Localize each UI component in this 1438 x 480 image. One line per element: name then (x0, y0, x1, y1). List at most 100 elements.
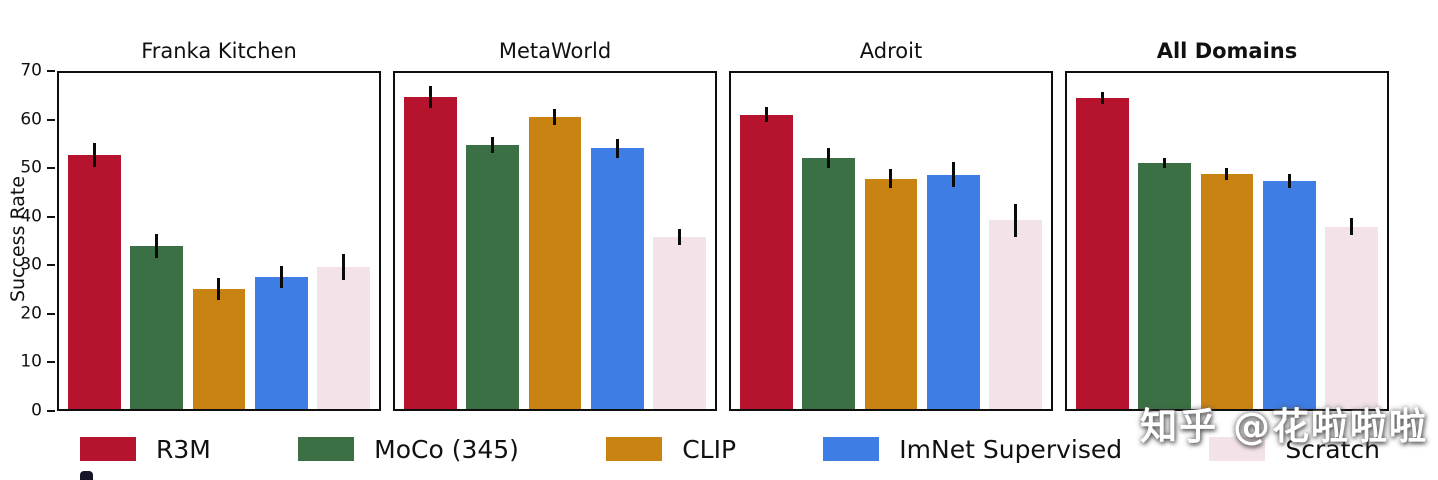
error-bar-clip (553, 109, 557, 125)
panel-metaworld: MetaWorld (393, 30, 717, 411)
y-tick-label-0: 0 (31, 400, 42, 421)
error-bar-scratch (341, 254, 345, 281)
bar-slot-moco-345 (466, 73, 520, 409)
legend-item-imnet-supervised: ImNet Supervised (823, 435, 1122, 464)
legend-item-scratch: Scratch (1209, 435, 1380, 464)
error-bar-r3m (429, 86, 433, 108)
error-bar-scratch (677, 229, 681, 245)
error-bar-moco-345 (155, 233, 159, 258)
error-bar-clip (889, 169, 893, 189)
panel-title-adroit: Adroit (859, 38, 923, 63)
watermark: 知乎 @花啦啦啦 (1140, 405, 1428, 448)
y-tick-mark (47, 410, 55, 412)
bar-slot-scratch (1324, 73, 1378, 409)
panel-plot-all-domains (1065, 71, 1389, 411)
bar-moco-345 (802, 157, 856, 409)
bar-slot-clip (1200, 73, 1254, 409)
y-tick-mark (47, 70, 55, 72)
y-tick-label-20: 20 (20, 303, 42, 324)
legend-swatch-clip (606, 437, 663, 461)
y-tick-label-40: 40 (20, 206, 42, 227)
legend-swatch-r3m (80, 437, 136, 461)
error-bar-imnet-supervised (1287, 173, 1291, 189)
bar-scratch (652, 237, 706, 409)
panel-adroit: Adroit (729, 30, 1053, 411)
panel-title-metaworld: MetaWorld (498, 38, 612, 63)
bar-slot-r3m (740, 73, 794, 409)
bar-slot-r3m (1076, 73, 1130, 409)
legend: R3M MoCo (345) CLIP ImNet Supervised Scratch (0, 424, 1438, 474)
bar-slot-clip (192, 73, 246, 409)
legend-label-r3m: R3M (156, 434, 211, 464)
panel-plot-metaworld (393, 71, 717, 411)
panel-plot-adroit (729, 71, 1053, 411)
y-tick-mark (47, 215, 55, 218)
y-axis-ticks: 0 10 20 30 40 50 60 70 (0, 62, 55, 419)
bar-imnet-supervised (590, 148, 644, 409)
bar-slot-clip (528, 73, 582, 409)
bar-slot-clip (864, 73, 918, 409)
bar-slot-scratch (652, 73, 706, 409)
legend-label-imnet-supervised: ImNet Supervised (899, 434, 1123, 464)
error-bar-moco-345 (491, 137, 495, 153)
y-tick-mark (47, 264, 55, 267)
y-tick-mark (47, 361, 55, 364)
y-tick-label-10: 10 (20, 351, 42, 372)
bar-r3m (68, 154, 122, 409)
panel-franka-kitchen: Franka Kitchen (57, 30, 381, 411)
error-bar-imnet-supervised (279, 265, 283, 289)
error-bar-r3m (765, 107, 769, 123)
legend-label-moco-345: MoCo (345) (374, 434, 519, 464)
legend-label-scratch: Scratch (1285, 434, 1380, 464)
error-bar-scratch (1349, 218, 1353, 235)
y-tick-label-30: 30 (20, 254, 42, 275)
error-bar-scratch (1013, 203, 1017, 238)
bar-r3m (1076, 97, 1130, 409)
legend-swatch-moco-345 (298, 437, 355, 461)
bar-imnet-supervised (926, 174, 980, 409)
bar-slot-scratch (316, 73, 370, 409)
bar-clip (528, 117, 582, 409)
bar-clip (1200, 173, 1254, 409)
y-tick-label-60: 60 (20, 109, 42, 130)
error-bar-moco-345 (1163, 157, 1167, 169)
legend-label-clip: CLIP (682, 434, 737, 464)
legend-item-r3m: R3M (80, 435, 211, 464)
bar-scratch (316, 267, 370, 409)
bar-scratch (1324, 226, 1378, 409)
chart-panels: Franka Kitchen MetaWorld Adroit All Domains (57, 30, 1389, 411)
panel-plot-franka-kitchen (57, 71, 381, 411)
bar-moco-345 (1138, 162, 1192, 409)
error-bar-moco-345 (827, 148, 831, 168)
bar-slot-moco-345 (802, 73, 856, 409)
error-bar-clip (217, 278, 221, 300)
bar-r3m (740, 114, 794, 409)
bar-moco-345 (466, 145, 520, 409)
bar-slot-imnet-supervised (1262, 73, 1316, 409)
bar-slot-moco-345 (130, 73, 184, 409)
panel-title-franka-kitchen: Franka Kitchen (141, 38, 297, 63)
error-bar-imnet-supervised (951, 162, 955, 188)
panel-title-all-domains: All Domains (1156, 38, 1298, 63)
y-tick-label-70: 70 (20, 60, 42, 81)
bar-slot-imnet-supervised (254, 73, 308, 409)
y-tick-label-50: 50 (20, 157, 42, 178)
error-bar-clip (1225, 168, 1229, 180)
error-bar-r3m (1101, 92, 1105, 104)
legend-item-clip: CLIP (606, 435, 736, 464)
bar-slot-r3m (404, 73, 458, 409)
y-tick-mark (47, 312, 55, 315)
bar-slot-imnet-supervised (926, 73, 980, 409)
legend-item-moco-345: MoCo (345) (298, 435, 519, 464)
bar-clip (864, 178, 918, 409)
cropped-text-artifact (80, 471, 93, 480)
bar-moco-345 (130, 245, 184, 409)
bar-imnet-supervised (254, 277, 308, 409)
panel-all-domains: All Domains (1065, 30, 1389, 411)
bar-r3m (404, 97, 458, 409)
bar-slot-scratch (988, 73, 1042, 409)
error-bar-imnet-supervised (615, 138, 619, 158)
bar-slot-moco-345 (1138, 73, 1192, 409)
bar-slot-r3m (68, 73, 122, 409)
